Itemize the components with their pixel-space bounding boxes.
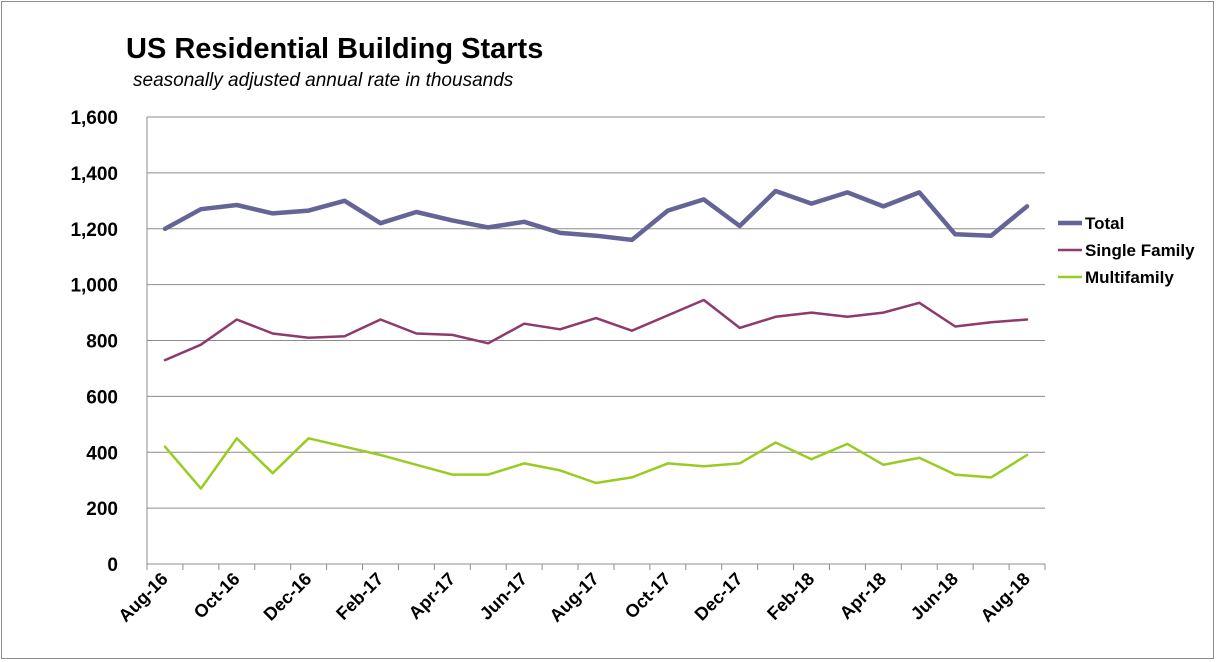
y-tick-label: 1,200 [70,220,118,241]
x-tick-label: Oct-16 [190,569,244,623]
y-tick-label: 0 [107,555,118,576]
gridlines [147,116,1045,509]
x-tick-label: Oct-17 [621,569,675,623]
series-lines [162,188,1030,490]
axes [146,117,1046,570]
x-tick-label: Jun-18 [907,569,962,624]
x-tick-label: Dec-17 [691,569,747,625]
x-tick-label: Jun-17 [476,569,531,624]
legend-label: Multifamily [1085,268,1174,287]
y-tick-label: 1,400 [70,164,118,185]
x-tick-label: Aug-16 [115,569,172,626]
x-tick-label: Apr-17 [405,569,459,623]
y-axis-ticks: 1,600 1,400 1,200 1,000 800 600 400 200 0 [70,108,118,576]
legend-label: Single Family [1085,241,1195,260]
x-tick-label: Apr-18 [836,569,890,623]
legend: Total Single Family Multifamily [1058,214,1195,287]
y-tick-label: 200 [86,499,118,520]
y-tick-label: 1,000 [70,276,118,297]
x-axis-ticks: Aug-16 Oct-16 Dec-16 Feb-17 Apr-17 Jun-17 Aug-… [115,569,1034,626]
series-line-total [162,188,1030,243]
x-tick-label: Feb-18 [763,569,818,624]
y-tick-label: 1,600 [70,108,118,129]
x-tick-label: Dec-16 [260,569,316,625]
y-tick-label: 400 [86,443,118,464]
legend-label: Total [1085,214,1124,233]
chart-title: US Residential Building Starts [126,33,543,65]
x-tick-label: Aug-17 [546,569,603,626]
series-line-multifamily [163,437,1029,490]
x-tick-label: Aug-18 [977,569,1034,626]
y-tick-label: 600 [86,387,118,408]
y-tick-label: 800 [86,332,118,353]
chart-subtitle: seasonally adjusted annual rate in thous… [133,70,514,91]
x-tick-label: Feb-17 [332,569,387,624]
series-line-single-family [163,298,1029,362]
